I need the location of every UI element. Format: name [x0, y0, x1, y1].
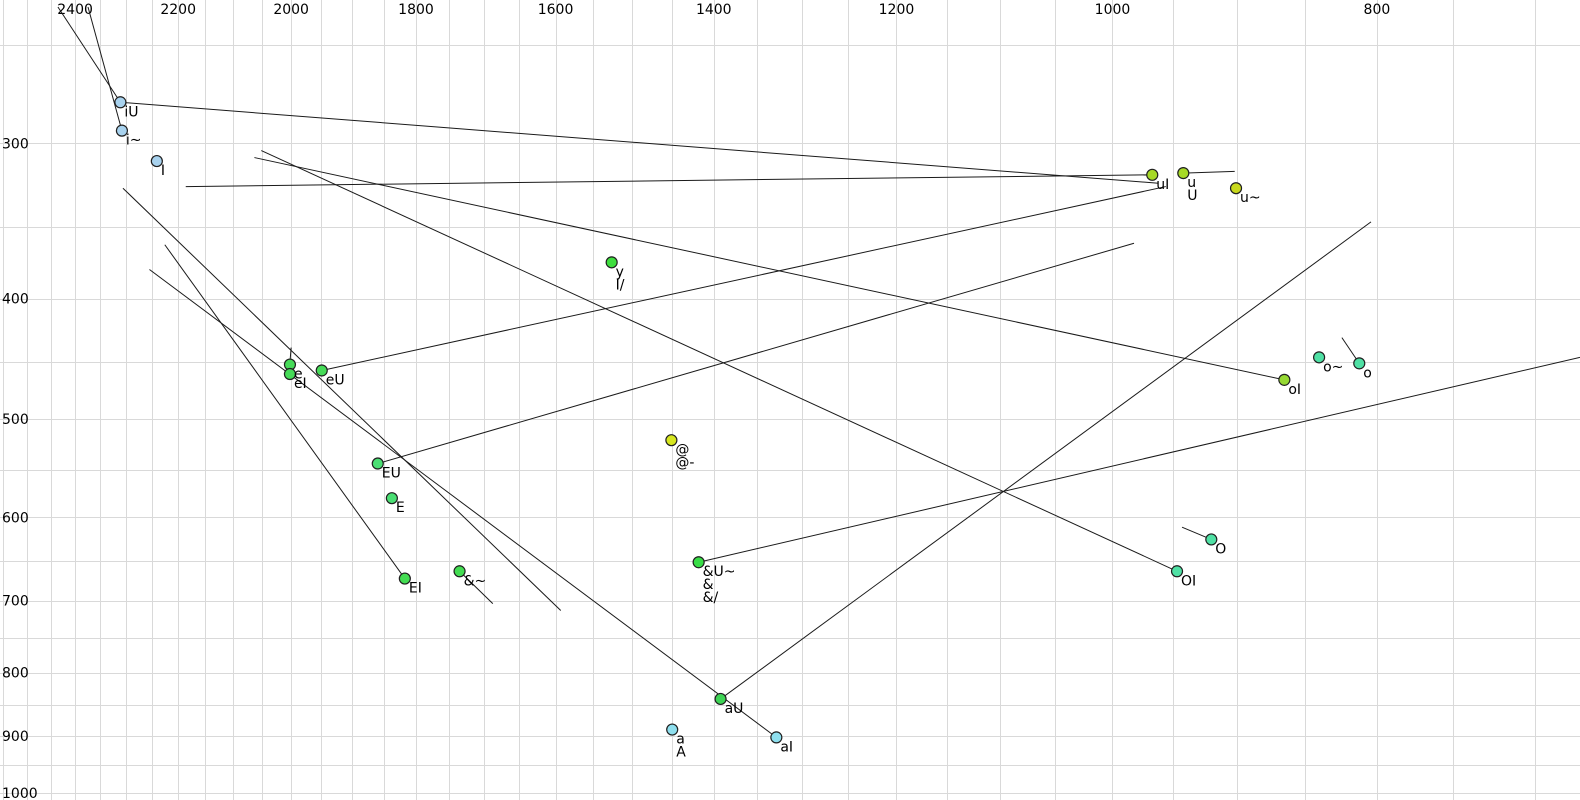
point-aI[interactable] — [770, 731, 783, 744]
point-label-y-1: I/ — [616, 277, 625, 293]
point-label-i~: i~ — [126, 133, 142, 149]
point-label-e: e — [294, 367, 303, 383]
point-layer — [114, 96, 1366, 744]
point-i~[interactable] — [115, 124, 129, 137]
trajectory-i~-onset — [87, 6, 123, 131]
trajectory-aU-glide — [720, 221, 1372, 700]
trajectory-iU-glide — [120, 101, 1159, 184]
point-label-layer: iU i~ IyI/eeI eU EU E EI &~ @@- &U~&&/ aU aA aI uI uU u… — [124, 104, 1371, 760]
x-tick-label: 800 — [1364, 2, 1391, 18]
trajectory-OI-glide — [261, 150, 1178, 572]
point-label-E: E — [396, 500, 405, 516]
point-uI[interactable] — [1146, 168, 1159, 181]
point-I[interactable] — [150, 154, 163, 168]
point-label-&U~-2: &/ — [703, 590, 719, 606]
point-EI[interactable] — [398, 572, 411, 585]
point-label-EI: EI — [409, 581, 422, 597]
point-&~[interactable] — [453, 565, 466, 578]
point-label-eU: eU — [326, 372, 345, 388]
y-tick-label: 1000 — [2, 786, 38, 800]
trajectory-&~-glide — [459, 570, 494, 605]
trajectory-uI-glide — [185, 174, 1153, 188]
trajectory-aI-glide — [149, 269, 777, 738]
trajectory-&U~-glide — [698, 356, 1580, 563]
trajectory-eU-glide — [321, 186, 1166, 371]
point-o~[interactable] — [1313, 351, 1326, 364]
trajectory-EU-glide — [377, 242, 1135, 465]
point-label-aI: aI — [780, 739, 793, 755]
point-oI[interactable] — [1278, 373, 1291, 386]
y-tick-label: 500 — [2, 412, 29, 428]
trajectory-u-glide — [1183, 170, 1235, 174]
x-tick-label: 2200 — [160, 2, 196, 18]
point-label-EU: EU — [382, 466, 401, 482]
point-label-I: I — [161, 163, 165, 179]
point-u[interactable] — [1177, 167, 1190, 180]
point-O[interactable] — [1205, 533, 1218, 546]
point-u~[interactable] — [1229, 182, 1243, 195]
x-tick-label: 2400 — [57, 2, 93, 18]
trajectory-EI-glide — [164, 244, 406, 579]
y-tick-label: 900 — [2, 729, 29, 745]
point-label-O: O — [1215, 541, 1226, 557]
y-tick-label: 800 — [2, 666, 29, 682]
y-tick-label: 300 — [2, 136, 29, 152]
point-eU[interactable] — [315, 364, 328, 377]
point-label-u-1: U — [1187, 188, 1197, 204]
point-iU[interactable] — [114, 96, 127, 109]
point-E[interactable] — [385, 492, 398, 505]
point-label-eI: eI — [294, 376, 307, 392]
point-label-oI: oI — [1288, 382, 1301, 398]
trajectory-mid-diagonal — [122, 187, 562, 611]
point-label-uI: uI — [1156, 177, 1169, 193]
axis-tick-layer: 2400 2200 2000 1800 1600 1400 1200 1000 800 300 40… — [2, 2, 1390, 800]
x-tick-label: 1400 — [696, 2, 732, 18]
point-aU[interactable] — [714, 692, 727, 706]
point-&U~[interactable] — [692, 556, 705, 569]
x-tick-label: 1200 — [879, 2, 915, 18]
point-label-o: o — [1363, 365, 1372, 381]
trajectory-layer — [57, 6, 1580, 738]
trajectory-oI-glide — [254, 157, 1285, 381]
x-tick-label: 1000 — [1095, 2, 1131, 18]
point-o[interactable] — [1353, 357, 1366, 370]
x-tick-label: 2000 — [273, 2, 309, 18]
point-label-u~: u~ — [1240, 190, 1261, 206]
point-@[interactable] — [665, 434, 678, 447]
x-tick-label: 1800 — [398, 2, 434, 18]
point-label-u: u — [1187, 175, 1196, 191]
point-label-&U~: &U~ — [703, 564, 736, 580]
point-label-OI: OI — [1181, 573, 1196, 589]
point-label-y: y — [616, 264, 624, 280]
point-label-a-1: A — [676, 745, 686, 761]
point-a[interactable] — [666, 723, 679, 736]
point-OI[interactable] — [1170, 565, 1184, 578]
point-label-a: a — [676, 732, 685, 748]
point-label-&U~-1: & — [703, 577, 714, 593]
trajectory-iU-onset — [57, 6, 121, 103]
point-label-iU: iU — [124, 104, 138, 120]
y-tick-label: 700 — [2, 594, 29, 610]
point-y[interactable] — [605, 256, 618, 269]
point-label-o~: o~ — [1323, 359, 1343, 375]
point-label-&~: &~ — [464, 573, 487, 589]
y-tick-label: 600 — [2, 510, 29, 526]
point-label-aU: aU — [725, 701, 744, 717]
point-label-@: @ — [675, 442, 689, 458]
point-EU[interactable] — [371, 457, 384, 470]
x-tick-label: 1600 — [538, 2, 574, 18]
point-label-@-1: @- — [675, 455, 694, 471]
y-tick-label: 400 — [2, 292, 29, 308]
point-eI[interactable] — [283, 367, 297, 381]
